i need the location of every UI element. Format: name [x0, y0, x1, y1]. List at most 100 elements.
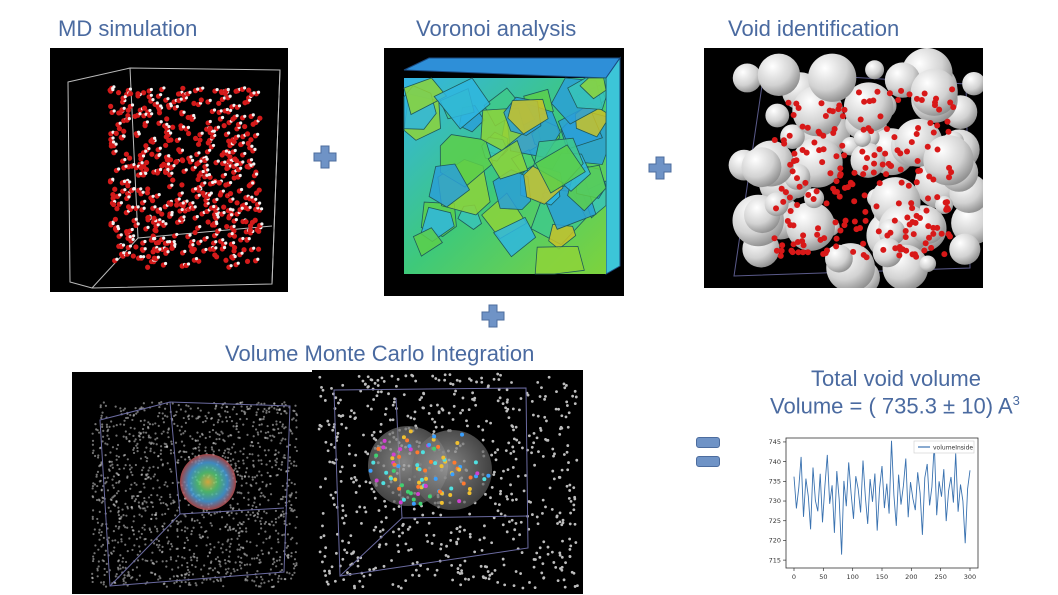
oxygen-atom [198, 97, 204, 103]
oxygen-atom [871, 160, 878, 167]
sample-point [499, 476, 503, 480]
sample-point [271, 585, 275, 588]
sample-point [237, 430, 240, 434]
sample-point [258, 423, 261, 427]
sample-point [556, 522, 559, 525]
sample-point [341, 557, 345, 561]
sample-point [319, 394, 323, 398]
sample-point [492, 473, 496, 477]
sample-point [156, 494, 159, 497]
sample-point [529, 500, 532, 504]
sample-point [122, 578, 125, 581]
hydrogen-atom [192, 238, 196, 243]
hydrogen-atom [255, 172, 259, 176]
inside-sample-point [475, 471, 480, 476]
sample-point [93, 528, 96, 531]
sample-point [263, 407, 266, 411]
sample-point [565, 400, 569, 404]
hydrogen-atom [221, 238, 225, 242]
sample-point [376, 390, 380, 394]
sample-point [159, 445, 163, 448]
hydrogen-atom [189, 155, 193, 159]
sample-point [180, 564, 184, 567]
void-identification-image [704, 48, 983, 288]
hydrogen-atom [172, 164, 176, 168]
sample-point [251, 444, 255, 448]
oxygen-atom [865, 125, 872, 132]
sample-point [258, 445, 262, 448]
sample-point [277, 541, 280, 544]
sample-point [358, 505, 362, 509]
sample-point [455, 378, 459, 382]
sample-point [532, 565, 536, 569]
sample-point [234, 561, 237, 564]
sample-point [142, 402, 145, 405]
sample-point [527, 434, 531, 438]
oxygen-atom [169, 245, 175, 251]
volume-chart: 0 50 100 150 200 250 300 715 720 725 730 735 740 745 v… [756, 432, 988, 588]
sample-point [229, 506, 232, 509]
oxygen-atom [934, 146, 941, 153]
sample-point [100, 524, 103, 527]
inside-sample-point [381, 445, 386, 450]
hydrogen-atom [220, 115, 225, 120]
sample-point [221, 543, 224, 546]
oxygen-atom [913, 253, 920, 260]
oxygen-atom [790, 222, 797, 229]
sample-point [280, 562, 283, 566]
sample-point [295, 437, 298, 441]
sample-point [130, 526, 134, 529]
sample-point [573, 402, 577, 406]
oxygen-atom [135, 91, 141, 97]
oxygen-atom [255, 246, 262, 252]
sample-point [331, 428, 335, 432]
sample-point [115, 492, 119, 495]
sample-point [150, 517, 153, 521]
sample-point [219, 565, 222, 568]
inside-sample-point [391, 468, 396, 473]
sample-point [499, 489, 503, 493]
sample-point [480, 380, 484, 384]
sample-point [272, 524, 275, 527]
sample-point [188, 548, 191, 552]
hydrogen-atom [212, 204, 216, 209]
sample-point [165, 536, 169, 539]
sample-point [128, 468, 132, 471]
sample-point [217, 449, 221, 452]
hydrogen-atom [169, 131, 173, 135]
sample-point [99, 464, 102, 467]
sample-point [175, 574, 179, 577]
sample-point [150, 441, 153, 444]
oxygen-atom [898, 179, 905, 186]
sample-point [232, 406, 236, 409]
sample-point [558, 476, 562, 479]
sample-point [537, 450, 540, 454]
hydrogen-atom [216, 215, 220, 219]
oxygen-atom [216, 100, 222, 106]
hydrogen-atom [122, 106, 126, 110]
sample-point [294, 496, 298, 500]
sample-point [275, 457, 279, 460]
sample-point [137, 501, 140, 504]
oxygen-atom [902, 234, 909, 241]
oxygen-atom [149, 151, 155, 157]
sample-point [566, 425, 570, 429]
sample-point [148, 466, 151, 469]
sample-point [460, 571, 464, 575]
sample-point [226, 523, 229, 526]
sample-point [91, 517, 94, 520]
sample-point [92, 482, 95, 485]
sample-point [135, 537, 138, 541]
sample-point [223, 440, 226, 443]
hydrogen-atom [127, 251, 132, 255]
sample-point [572, 571, 576, 575]
sample-point [112, 503, 115, 506]
sample-point [115, 481, 118, 484]
oxygen-atom [804, 124, 811, 131]
oxygen-atom [864, 154, 871, 161]
sample-point [196, 556, 199, 559]
sample-point [341, 383, 345, 387]
sample-point [123, 407, 127, 410]
sample-point [545, 419, 548, 423]
hydrogen-atom [166, 97, 170, 101]
